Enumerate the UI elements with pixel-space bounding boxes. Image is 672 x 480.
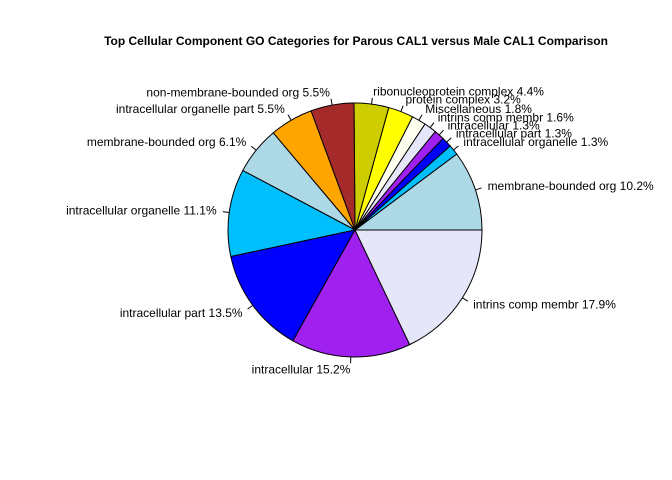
slice-label: intrins comp membr 17.9% bbox=[473, 298, 616, 312]
slice-label-tick bbox=[446, 137, 452, 143]
slice-label: intracellular organelle 1.3% bbox=[463, 135, 608, 149]
slice-label: intracellular part 1.3% bbox=[456, 126, 572, 140]
slice-label: intracellular 15.2% bbox=[252, 363, 351, 377]
slice-label: protein complex 3.2% bbox=[405, 93, 521, 107]
slice-label: intracellular organelle 11.1% bbox=[66, 204, 217, 218]
slice-label: intracellular organelle part 5.5% bbox=[116, 102, 285, 116]
slice-label-tick bbox=[429, 122, 435, 128]
slice-label-tick bbox=[371, 97, 373, 105]
slice-label: non-membrane-bounded org 5.5% bbox=[146, 86, 330, 100]
slice-label: intrins comp membr 1.6% bbox=[438, 110, 574, 124]
slice-label: ribonucleoprotein complex 4.4% bbox=[373, 84, 544, 98]
slice-label-tick bbox=[462, 297, 469, 302]
pie-labels: membrane-bounded org 10.2% intracellular … bbox=[66, 84, 654, 376]
slice-label-tick bbox=[453, 145, 459, 151]
pie-slices bbox=[227, 102, 483, 358]
pie-slice bbox=[353, 153, 483, 231]
slice-label-tick bbox=[250, 145, 257, 151]
slice-label: intracellular part 13.5% bbox=[120, 306, 243, 320]
slice-label-tick bbox=[475, 187, 482, 191]
pie-slice bbox=[227, 169, 357, 258]
slice-label-tick bbox=[418, 114, 423, 121]
slice-label-tick bbox=[438, 129, 444, 136]
chart-title: Top Cellular Component GO Categories for… bbox=[104, 34, 608, 48]
slice-label-tick bbox=[400, 105, 404, 112]
slice-label: intracellular 1.3% bbox=[448, 118, 540, 132]
slice-label-tick bbox=[222, 211, 230, 213]
slice-label-tick bbox=[247, 304, 254, 310]
slice-label: membrane-bounded org 10.2% bbox=[488, 179, 654, 193]
slice-label-tick bbox=[287, 114, 292, 121]
pie-slice bbox=[230, 229, 356, 342]
slice-label: membrane-bounded org 6.1% bbox=[87, 135, 247, 149]
slice-label-tick bbox=[330, 98, 333, 106]
slice-label: Miscellaneous 1.8% bbox=[425, 102, 532, 116]
pie-slice bbox=[292, 228, 411, 358]
